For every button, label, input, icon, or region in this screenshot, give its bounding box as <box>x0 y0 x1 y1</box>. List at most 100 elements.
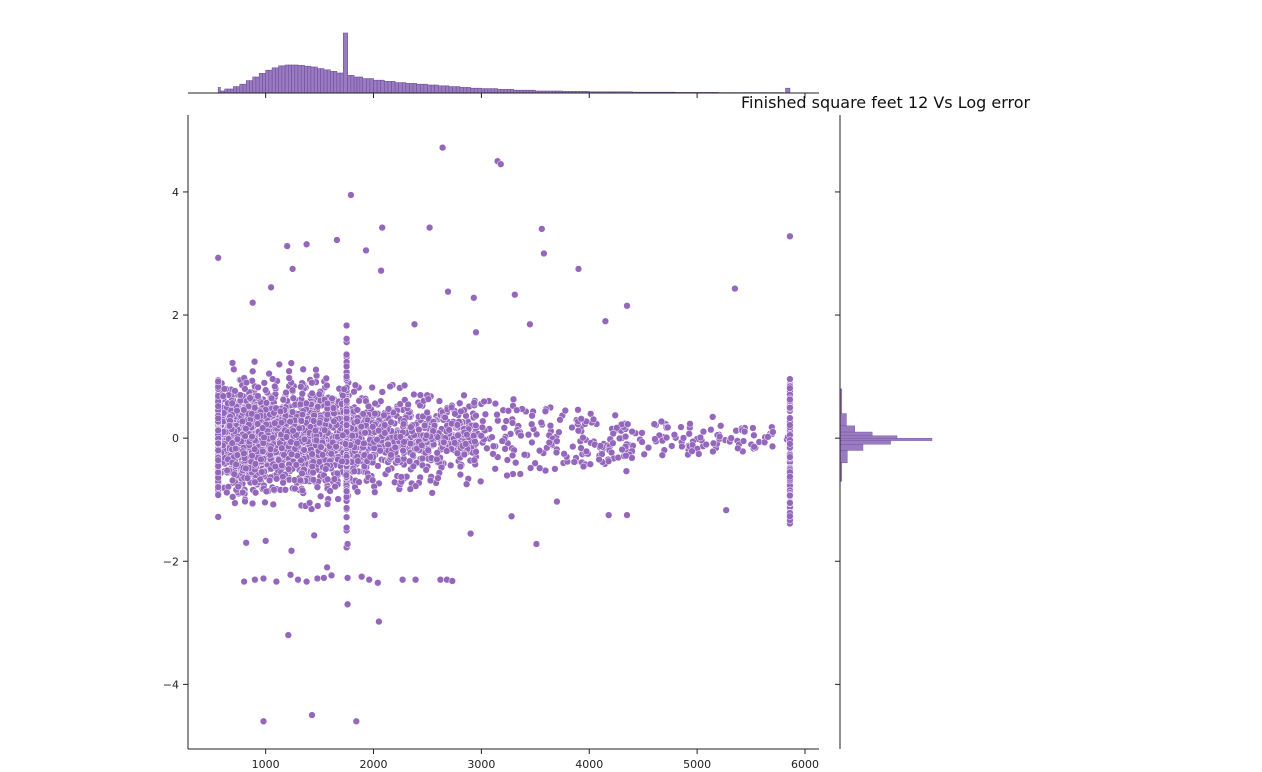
scatter-point <box>451 410 459 418</box>
scatter-point <box>317 443 325 451</box>
scatter-point <box>406 439 415 448</box>
scatter-point <box>230 365 238 373</box>
scatter-point <box>329 404 338 412</box>
scatter-point <box>453 449 462 457</box>
scatter-point <box>307 505 316 513</box>
scatter-point <box>650 420 658 428</box>
scatter-point <box>397 473 405 481</box>
scatter-point <box>381 421 389 429</box>
scatter-point <box>300 446 308 454</box>
top-histogram-bar <box>380 79 385 94</box>
x-tick-label: 2000 <box>360 758 388 771</box>
scatter-point <box>786 421 794 429</box>
scatter-point <box>405 457 414 465</box>
scatter-point <box>498 437 506 445</box>
scatter-point <box>292 461 300 469</box>
scatter-point <box>528 420 536 428</box>
scatter-point <box>260 379 268 387</box>
scatter-point <box>501 445 509 453</box>
scatter-point <box>658 451 666 459</box>
scatter-point <box>734 444 742 452</box>
scatter-point <box>251 576 259 584</box>
scatter-point <box>366 453 374 461</box>
scatter-point <box>574 406 582 414</box>
top-histogram-bar <box>463 87 468 94</box>
scatter-point <box>283 242 291 250</box>
scatter-point <box>294 576 302 584</box>
scatter-point <box>596 442 605 450</box>
y-tick-label: −2 <box>163 555 179 568</box>
top-histogram-bar <box>217 87 221 94</box>
scatter-point <box>310 531 318 540</box>
scatter-point <box>228 439 236 447</box>
scatter-point <box>350 467 358 475</box>
scatter-point <box>284 631 292 639</box>
scatter-point <box>230 470 238 478</box>
scatter-point <box>443 447 451 455</box>
scatter-point <box>727 434 735 442</box>
top-histogram-bar <box>398 82 403 94</box>
scatter-point <box>491 465 499 473</box>
scatter-point <box>373 436 381 444</box>
scatter-point <box>362 246 370 255</box>
scatter-point <box>258 468 266 476</box>
scatter-point <box>717 422 725 430</box>
scatter-point <box>503 471 511 480</box>
top-histogram-bar <box>278 65 283 94</box>
scatter-point <box>786 384 794 392</box>
scatter-point <box>282 433 291 441</box>
scatter-point <box>769 428 777 436</box>
scatter-point <box>251 489 260 497</box>
top-histogram-bar <box>350 75 355 94</box>
scatter-point <box>328 394 336 403</box>
scatter-point <box>323 399 332 408</box>
scatter-point <box>668 442 676 450</box>
scatter-point <box>623 511 631 519</box>
scatter-point <box>546 422 555 430</box>
scatter-point <box>609 429 617 438</box>
scatter-point <box>343 600 352 608</box>
scatter-point <box>238 417 247 426</box>
scatter-point <box>342 414 351 423</box>
scatter-point <box>462 440 470 448</box>
scatter-point <box>749 424 757 432</box>
scatter-point <box>453 421 462 429</box>
scatter-point <box>295 424 303 433</box>
scatter-point <box>536 464 544 472</box>
scatter-point <box>323 475 332 483</box>
top-histogram-bar <box>284 64 289 94</box>
top-histogram-bar <box>326 69 331 94</box>
top-histogram-bar <box>362 78 367 94</box>
scatter-point <box>289 394 297 402</box>
scatter-point <box>271 419 279 427</box>
scatter-point <box>296 400 305 408</box>
top-histogram-bar <box>300 65 305 94</box>
scatter-point <box>259 717 268 725</box>
scatter-point <box>509 395 518 403</box>
top-histogram-bar <box>236 86 241 94</box>
scatter-point <box>611 411 619 419</box>
scatter-point <box>262 386 270 394</box>
scatter-point <box>524 431 533 439</box>
right-histogram-bar <box>839 413 847 427</box>
scatter-point <box>231 499 239 507</box>
y-tick-label: 0 <box>172 432 179 445</box>
scatter-point <box>267 394 276 402</box>
scatter-point <box>254 392 262 400</box>
scatter-point <box>428 489 436 497</box>
scatter-point <box>387 451 395 459</box>
scatter-point <box>410 390 418 399</box>
x-tick-label: 4000 <box>575 758 603 771</box>
scatter-point <box>786 499 794 507</box>
top-histogram-bar <box>268 69 273 94</box>
scatter-point <box>404 400 412 409</box>
scatter-point <box>253 413 261 421</box>
scatter-point <box>251 478 259 486</box>
scatter-point <box>662 433 671 442</box>
scatter-point <box>613 424 621 432</box>
top-histogram-bar <box>477 87 482 94</box>
scatter-point <box>555 428 563 436</box>
scatter-point <box>214 446 222 455</box>
scatter-point <box>477 432 485 440</box>
scatter-point <box>605 511 613 519</box>
